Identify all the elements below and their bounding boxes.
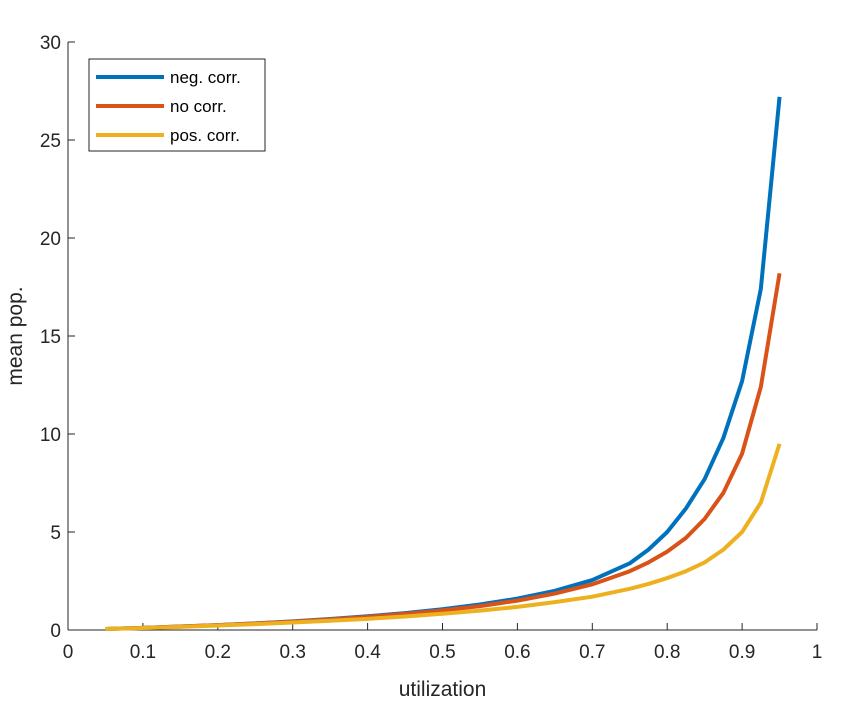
legend: neg. corr. no corr. pos. corr. — [88, 58, 266, 152]
y-tick-label: 10 — [40, 425, 61, 446]
x-axis-ticks: 0 0.1 0.2 0.3 0.4 0.5 0.6 0.7 0.8 0.9 1 — [63, 623, 823, 663]
x-tick-label: 0.2 — [205, 642, 231, 663]
x-tick-label: 0.6 — [504, 642, 530, 663]
series-lines — [105, 96, 782, 632]
legend-label: pos. corr. — [170, 126, 240, 145]
x-tick-label: 0.4 — [354, 642, 381, 663]
x-tick-label: 0.7 — [579, 642, 605, 663]
legend-label: no corr. — [170, 97, 227, 116]
x-tick-label: 1 — [812, 642, 823, 663]
x-tick-label: 0.1 — [130, 642, 156, 663]
y-tick-label: 30 — [40, 33, 61, 54]
x-tick-label: 0.3 — [279, 642, 305, 663]
plot-area: 0 0.1 0.2 0.3 0.4 0.5 0.6 0.7 0.8 0.9 1 0 5 10 15 20 25… — [40, 33, 822, 663]
y-tick-label: 15 — [40, 327, 61, 348]
legend-label: neg. corr. — [170, 68, 241, 87]
y-axis-ticks: 0 5 10 15 20 25 30 — [40, 33, 75, 642]
series-line-pos-corr — [105, 443, 782, 632]
x-tick-label: 0.5 — [429, 642, 455, 663]
x-tick-label: 0.9 — [729, 642, 755, 663]
y-tick-label: 0 — [50, 621, 61, 642]
y-tick-label: 5 — [50, 523, 61, 544]
x-tick-label: 0.8 — [654, 642, 680, 663]
y-tick-label: 25 — [40, 131, 61, 152]
x-axis-label: utilization — [399, 678, 487, 701]
x-tick-label: 0 — [63, 642, 74, 663]
y-tick-label: 20 — [40, 229, 61, 250]
y-axis-label: mean pop. — [4, 286, 27, 385]
series-line-neg-corr — [105, 96, 782, 632]
